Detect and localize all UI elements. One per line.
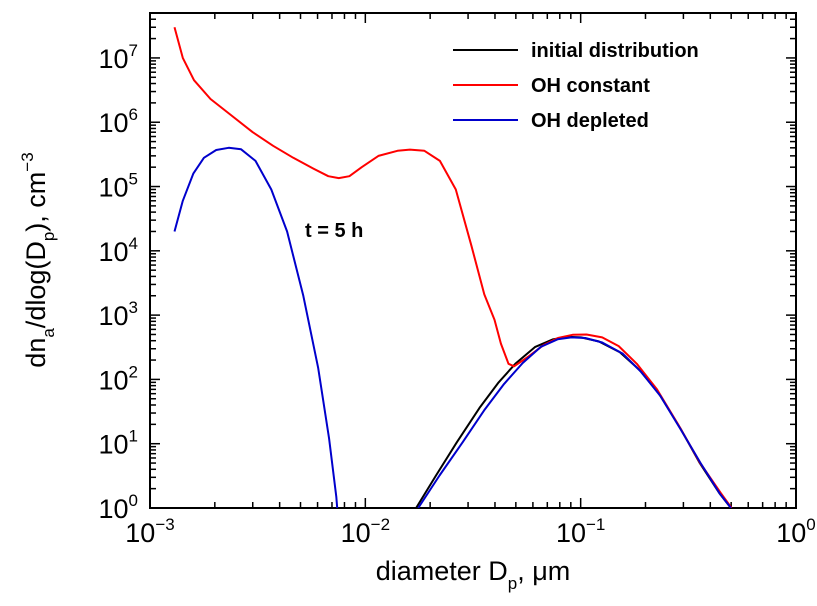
legend-label-oh-depleted: OH depleted xyxy=(531,110,649,132)
y-tick-label: 102 xyxy=(98,362,138,395)
legend-label-initial: initial distribution xyxy=(531,40,699,62)
y-tick-label: 104 xyxy=(98,234,138,267)
y-tick-label: 101 xyxy=(98,427,138,460)
y-tick-label: 105 xyxy=(98,170,138,203)
legend-label-oh-constant: OH constant xyxy=(531,75,650,97)
y-tick-label: 103 xyxy=(98,298,138,331)
x-axis-title: diameter Dp, μm xyxy=(376,556,571,593)
x-tick-label: 100 xyxy=(776,515,816,548)
legend: initial distribution OH constant OH depl… xyxy=(453,40,699,132)
y-tick-labels: 100 101 102 103 104 105 106 107 xyxy=(98,41,138,524)
annotation-time: t = 5 h xyxy=(305,220,363,242)
series-line-oh-depleted xyxy=(173,146,339,508)
plot-frame xyxy=(149,12,797,509)
x-tick-label: 10−1 xyxy=(556,515,605,548)
x-tick-labels: 10−3 10−2 10−1 100 xyxy=(125,515,815,548)
series-line-initial xyxy=(415,335,732,508)
y-tick-label: 107 xyxy=(98,41,138,74)
x-tick-label: 10−3 xyxy=(125,515,174,548)
series-line-oh-constant xyxy=(173,27,733,508)
x-tick-label: 10−2 xyxy=(341,515,390,548)
axis-ticks xyxy=(149,12,796,509)
series-line-oh-depleted-accumulation xyxy=(417,336,732,508)
series-lines xyxy=(173,27,733,508)
y-tick-label: 106 xyxy=(98,105,138,138)
y-tick-label: 100 xyxy=(98,491,138,524)
y-axis-title: dna/dlog(Dp), cm−3 xyxy=(18,152,58,367)
